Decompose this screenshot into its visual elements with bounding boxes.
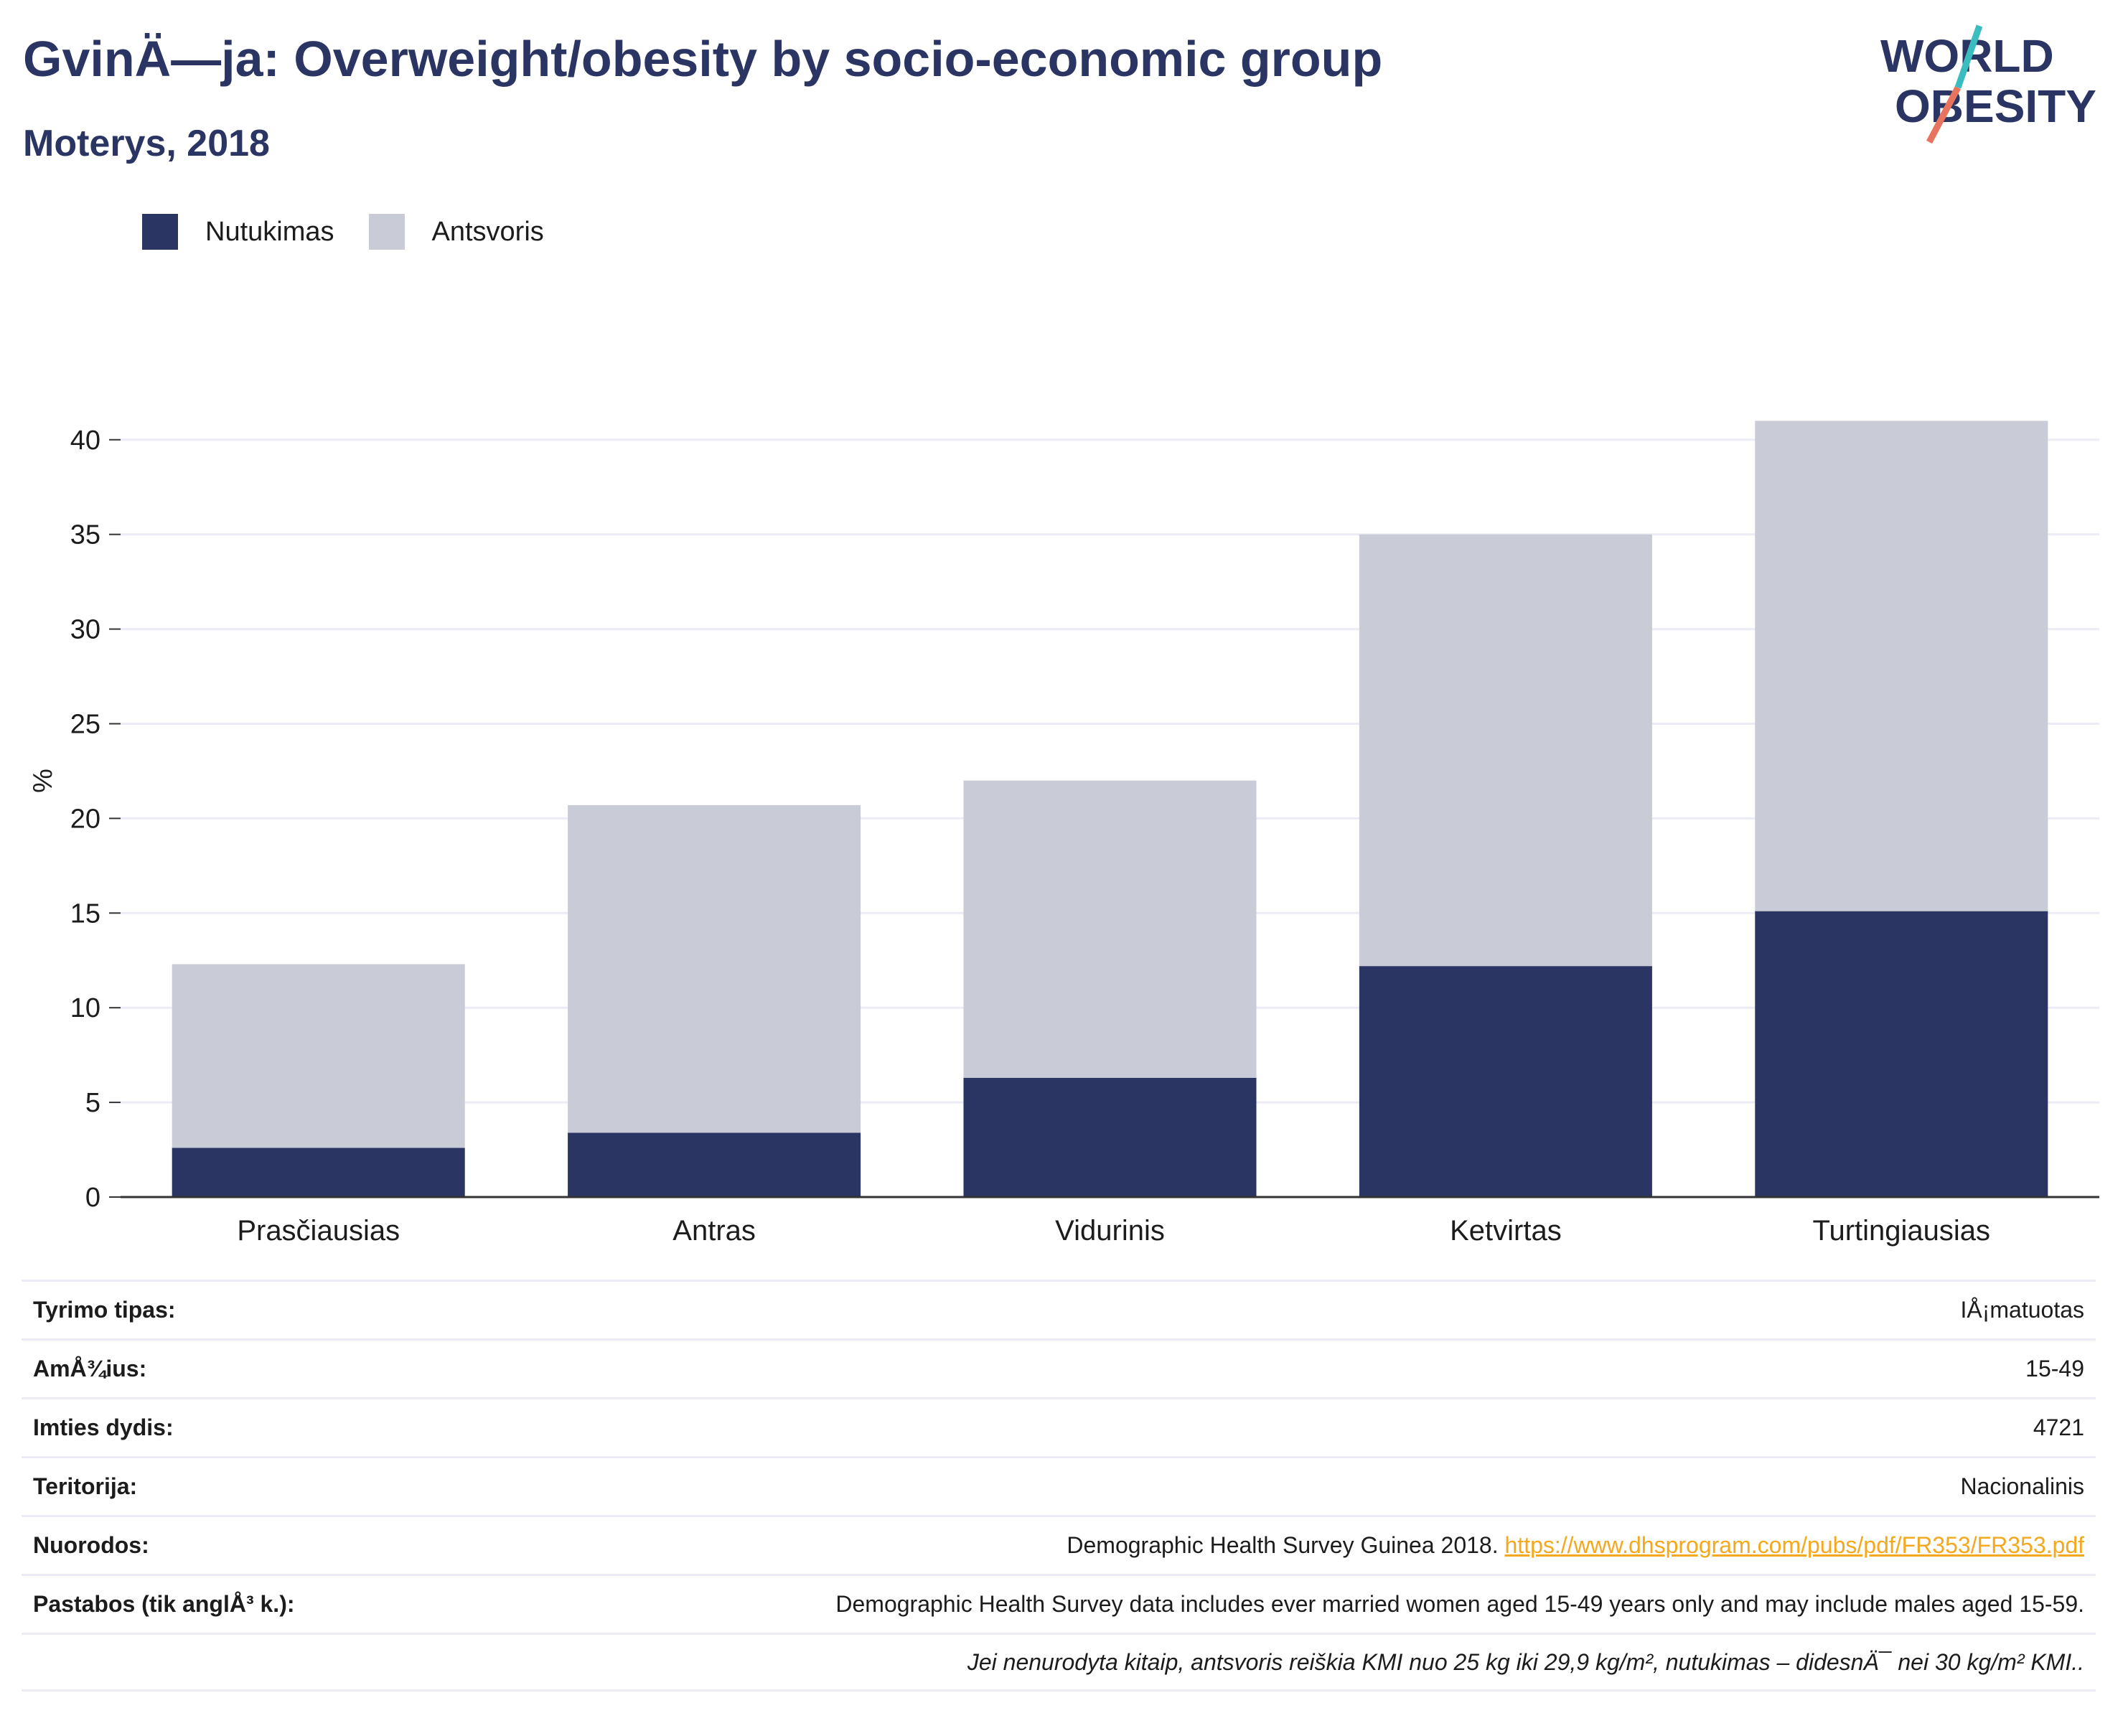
footnote: Jei nenurodyta kitaip, antsvoris reiškia…	[967, 1648, 2084, 1675]
meta-label: Imties dydis:	[33, 1414, 174, 1440]
y-tick-label: 10	[70, 993, 100, 1023]
logo-slash-teal	[1954, 24, 1983, 89]
logo-slash-red	[1926, 85, 1961, 144]
bar-overweight	[1755, 421, 2048, 911]
y-tick-label: 25	[70, 709, 100, 739]
legend-item-overweight: Antsvoris	[368, 214, 544, 250]
legend-label-obesity: Nutukimas	[205, 216, 334, 247]
bar-obesity	[568, 1132, 861, 1197]
bar-overweight	[963, 780, 1257, 1078]
x-axis: Prasčiausias Antras Vidurinis Ketvirtas Turt…	[121, 1196, 2099, 1247]
y-axis-label: %	[28, 769, 58, 793]
bar-overweight	[1359, 534, 1652, 967]
x-tick-label: Prasčiausias	[237, 1215, 400, 1247]
meta-value: IÅ¡matuotas	[1960, 1297, 2084, 1323]
meta-row-footnote: Jei nenurodyta kitaip, antsvoris reiškia…	[22, 1633, 2096, 1692]
x-tick-label: Antras	[672, 1215, 756, 1247]
page-subtitle: Moterys, 2018	[23, 123, 270, 164]
meta-row-sample-size: Imties dydis: 4721	[22, 1397, 2096, 1456]
y-tick-label: 40	[70, 426, 100, 456]
y-tick-label: 5	[85, 1088, 100, 1118]
meta-label: Nuorodos:	[33, 1532, 149, 1558]
y-tick-label: 30	[70, 615, 100, 645]
meta-value: Demographic Health Survey Guinea 2018. h…	[1067, 1532, 2084, 1559]
meta-label: AmÅ¾ius:	[33, 1356, 147, 1381]
meta-label: Pastabos (tik anglÅ³ k.):	[33, 1591, 295, 1617]
meta-row-territory: Teritorija: Nacionalinis	[22, 1456, 2096, 1515]
legend: Nutukimas Antsvoris	[142, 212, 578, 252]
meta-value: 4721	[2033, 1414, 2084, 1440]
bar-obesity	[963, 1077, 1257, 1197]
meta-row-age: AmÅ¾ius: 15-49	[22, 1338, 2096, 1397]
legend-label-overweight: Antsvoris	[431, 216, 544, 247]
reference-link[interactable]: https://www.dhsprogram.com/pubs/pdf/FR35…	[1504, 1532, 2085, 1558]
page-title: GvinÄ—ja: Overweight/obesity by socio-ec…	[23, 31, 1383, 87]
y-tick-label: 15	[70, 899, 100, 929]
world-obesity-logo: WORLD OBESITY	[1880, 24, 2096, 144]
bar-obesity	[1359, 966, 1652, 1197]
logo-line2: OBESITY	[1895, 80, 2096, 132]
legend-swatch-obesity	[142, 214, 178, 250]
x-tick-label: Ketvirtas	[1450, 1215, 1562, 1247]
meta-row-references: Nuorodos: Demographic Health Survey Guin…	[22, 1515, 2096, 1574]
y-tick-label: 20	[70, 804, 100, 834]
x-tick-label: Turtingiausias	[1813, 1215, 1991, 1247]
meta-row-notes: Pastabos (tik anglÅ³ k.): Demographic He…	[22, 1574, 2096, 1633]
meta-value: Demographic Health Survey data includes …	[835, 1591, 2084, 1617]
meta-label: Tyrimo tipas:	[33, 1297, 176, 1323]
meta-row-survey-type: Tyrimo tipas: IÅ¡matuotas	[22, 1280, 2096, 1338]
y-tick-label: 35	[70, 520, 100, 550]
metadata-table: Tyrimo tipas: IÅ¡matuotas AmÅ¾ius: 15-49…	[22, 1280, 2096, 1692]
legend-swatch-overweight	[368, 214, 405, 250]
bar-overweight	[172, 964, 465, 1148]
bar-overweight	[568, 804, 861, 1133]
meta-value: 15-49	[2025, 1356, 2084, 1381]
reference-text: Demographic Health Survey Guinea 2018.	[1067, 1532, 1499, 1558]
x-tick-label: Vidurinis	[1055, 1215, 1165, 1247]
meta-value: Nacionalinis	[1960, 1473, 2084, 1499]
legend-item-obesity: Nutukimas	[142, 214, 334, 250]
y-axis: 0 5 10 15 20 25 30 35 40	[70, 426, 121, 1213]
stacked-bar-chart: 0 5 10 15 20 25 30 35 40 Prasčiausias Antras Vidur…	[28, 421, 2099, 1247]
bar-obesity	[172, 1148, 465, 1197]
y-tick-label: 0	[85, 1183, 100, 1213]
meta-label: Teritorija:	[33, 1473, 138, 1499]
bars	[172, 421, 2048, 1197]
bar-obesity	[1755, 911, 2048, 1197]
